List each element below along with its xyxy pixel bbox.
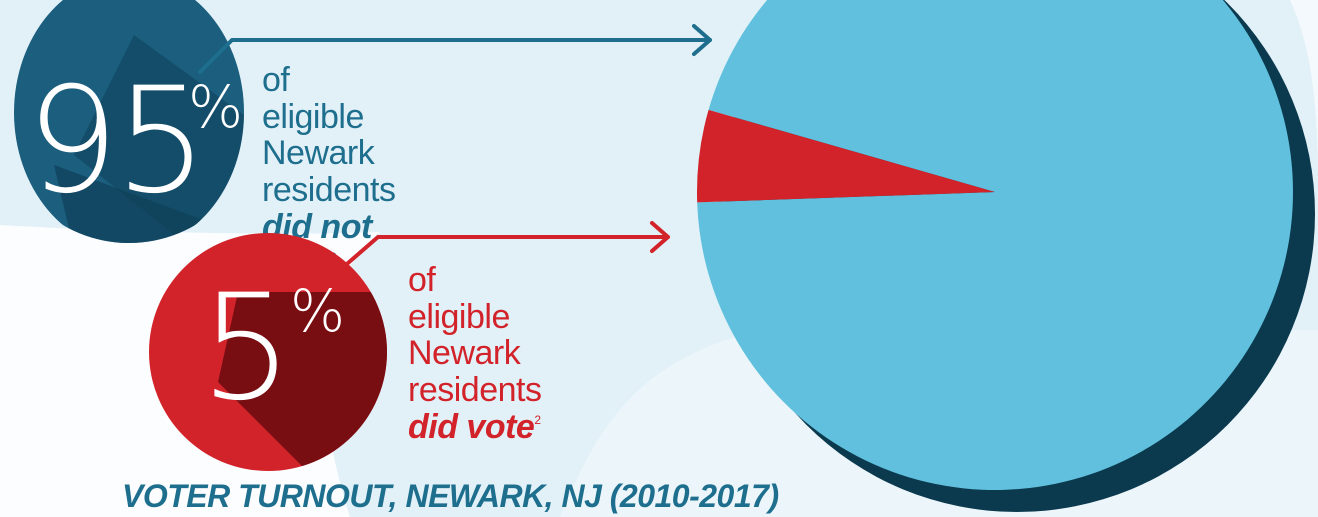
pie-slice-did-vote [696, 109, 995, 203]
stat-description: of eligible Newark residents did vote2 [408, 261, 542, 446]
footnote-marker: 2 [534, 412, 541, 427]
percent-sign: % [188, 73, 244, 141]
stat-circle-blue [14, 0, 244, 243]
desc-line-2: Newark residents [408, 334, 542, 410]
stat-number: 5 [200, 263, 293, 433]
stat-number: 95 [26, 56, 208, 226]
desc-line-2: Newark residents [262, 134, 396, 210]
percent-sign: % [290, 277, 346, 345]
desc-emphasis: did vote [408, 407, 535, 446]
desc-line-1: of eligible [408, 261, 510, 336]
pie-slice-did-not-vote [697, 0, 1293, 490]
chart-title: VOTER TURNOUT, NEWARK, NJ (2010-2017) [122, 478, 779, 514]
desc-emphasis-line: did vote2 [408, 409, 541, 446]
stat-circle-red [149, 233, 387, 471]
stat-description: of eligible Newark residents did not vot… [262, 62, 396, 282]
background-swirl-right [1290, 0, 1318, 200]
